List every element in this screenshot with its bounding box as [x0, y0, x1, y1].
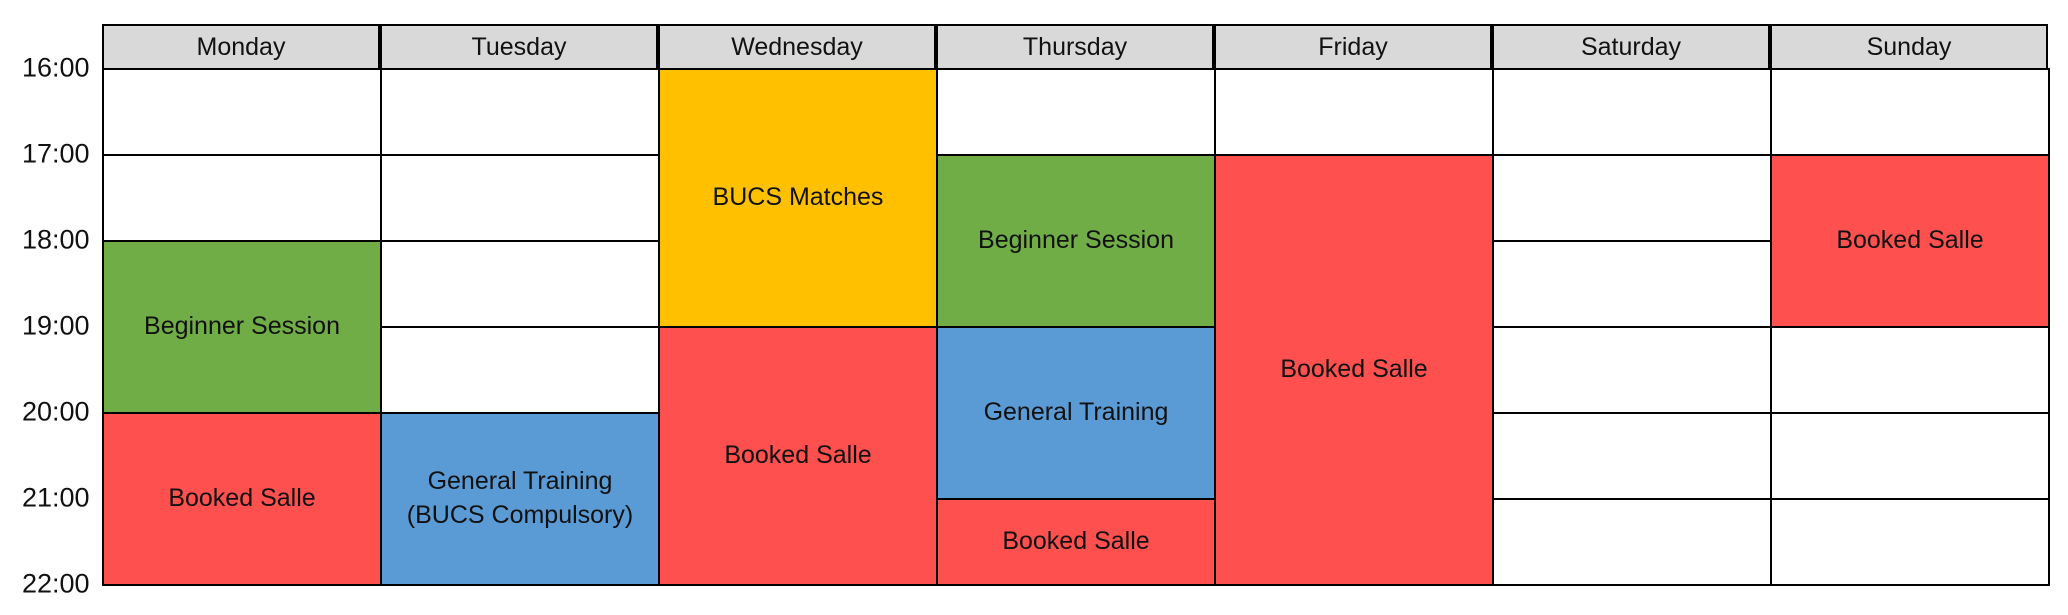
day-header-thursday: Thursday	[936, 24, 1214, 70]
empty-slot[interactable]	[1492, 154, 1772, 242]
empty-slot[interactable]	[102, 154, 382, 242]
event-block[interactable]: Booked Salle	[102, 412, 382, 586]
time-label: 20:00	[22, 396, 90, 427]
empty-slot[interactable]	[1214, 68, 1494, 156]
event-block[interactable]: Booked Salle	[1214, 154, 1494, 586]
empty-slot[interactable]	[380, 68, 660, 156]
day-header-tuesday: Tuesday	[380, 24, 658, 70]
event-block[interactable]: Booked Salle	[658, 326, 938, 586]
empty-slot[interactable]	[1770, 498, 2050, 586]
empty-slot[interactable]	[1770, 412, 2050, 500]
time-label: 19:00	[22, 310, 90, 341]
empty-slot[interactable]	[1492, 240, 1772, 328]
empty-slot[interactable]	[1492, 412, 1772, 500]
empty-slot[interactable]	[380, 326, 660, 414]
time-label: 17:00	[22, 138, 90, 169]
event-block[interactable]: BUCS Matches	[658, 68, 938, 328]
empty-slot[interactable]	[1770, 68, 2050, 156]
time-label: 18:00	[22, 224, 90, 255]
empty-slot[interactable]	[1492, 326, 1772, 414]
day-header-monday: Monday	[102, 24, 380, 70]
time-label: 22:00	[22, 568, 90, 599]
empty-slot[interactable]	[380, 240, 660, 328]
event-block[interactable]: General Training	[936, 326, 1216, 500]
event-block[interactable]: General Training (BUCS Compulsory)	[380, 412, 660, 586]
day-header-friday: Friday	[1214, 24, 1492, 70]
empty-slot[interactable]	[102, 68, 382, 156]
empty-slot[interactable]	[380, 154, 660, 242]
day-header-saturday: Saturday	[1492, 24, 1770, 70]
time-label: 21:00	[22, 482, 90, 513]
empty-slot[interactable]	[936, 68, 1216, 156]
empty-slot[interactable]	[1492, 68, 1772, 156]
empty-slot[interactable]	[1492, 498, 1772, 586]
event-block[interactable]: Booked Salle	[1770, 154, 2050, 328]
day-header-sunday: Sunday	[1770, 24, 2048, 70]
event-block[interactable]: Booked Salle	[936, 498, 1216, 586]
empty-slot[interactable]	[1770, 326, 2050, 414]
event-block[interactable]: Beginner Session	[102, 240, 382, 414]
time-label: 16:00	[22, 52, 90, 83]
event-block[interactable]: Beginner Session	[936, 154, 1216, 328]
day-header-wednesday: Wednesday	[658, 24, 936, 70]
weekly-timetable: Monday Beginner Session Booked Salle Tuesda…	[102, 24, 2050, 586]
